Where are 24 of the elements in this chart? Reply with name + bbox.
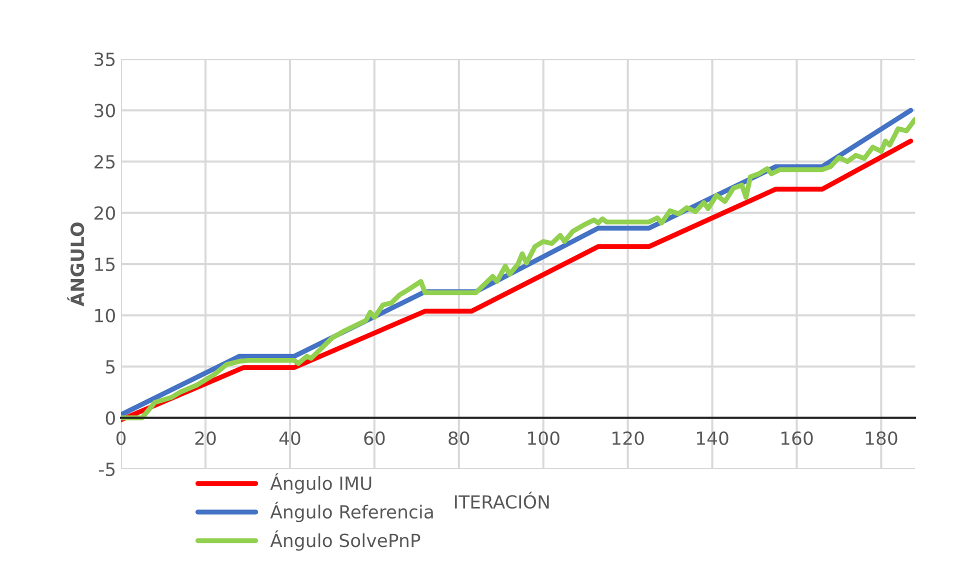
y-tick-label: 20 [94,206,115,220]
x-tick-label: 60 [364,431,385,446]
y-tick-label: -5 [99,462,115,476]
x-axis-title: ITERACIÓN [455,492,549,509]
y-tick-label: 35 [94,52,115,66]
y-tick-label: 25 [94,154,115,169]
y-tick-label: 10 [95,308,115,322]
x-tick-label: 100 [528,431,560,446]
y-tick-label: 30 [94,104,115,118]
x-tick-label: 180 [866,431,898,446]
y-axis-title: ÁNGULO [67,222,84,306]
y-tick-label: 5 [106,360,115,374]
x-tick-label: 20 [195,431,216,446]
x-tick-label: 140 [697,431,728,446]
legend-label: Ángulo IMU [270,473,372,494]
x-tick-label: 40 [279,431,300,446]
legend-label: Ángulo Referencia [270,502,433,522]
x-tick-label: 80 [448,431,470,446]
x-tick-label: 160 [781,431,813,446]
legend-label: Ángulo SolvePnP [270,530,420,551]
y-tick-label: 15 [95,258,115,272]
x-tick-label: 0 [116,431,126,446]
y-tick-label: 0 [106,411,115,425]
x-tick-label: 120 [612,431,644,446]
